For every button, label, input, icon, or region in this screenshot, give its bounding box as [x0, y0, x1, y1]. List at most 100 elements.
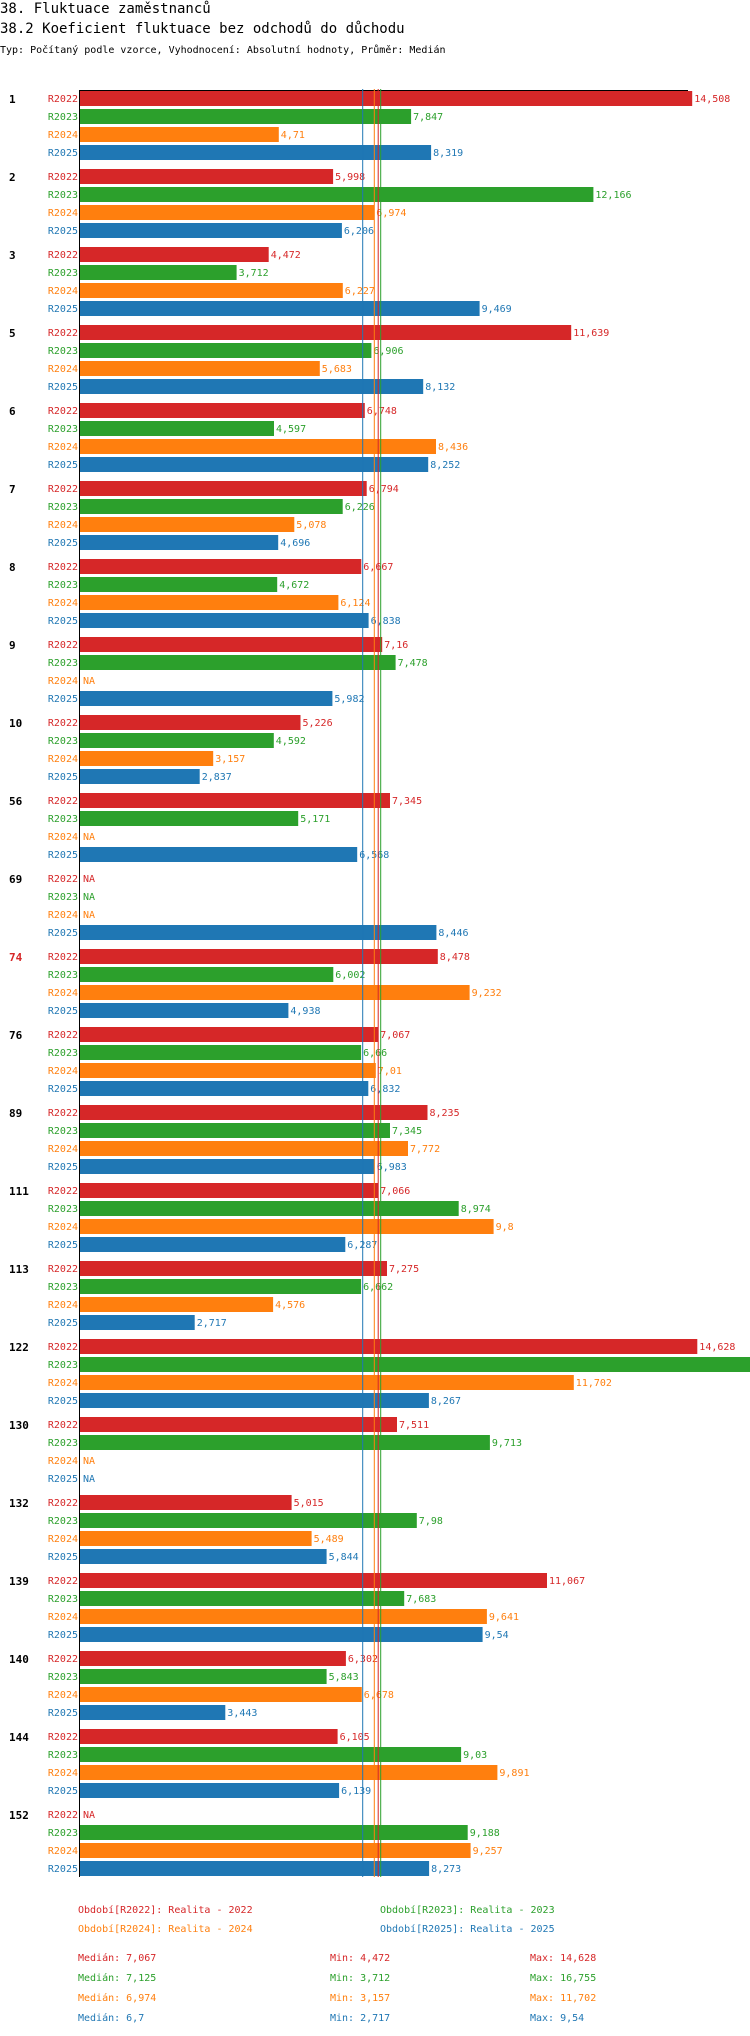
- bar-9-R2025: [80, 691, 333, 706]
- bar-122-R2022: [80, 1339, 698, 1354]
- series-label: R2022: [48, 1498, 78, 1509]
- bar-132-R2022: [80, 1495, 292, 1510]
- series-label: R2023: [48, 346, 78, 357]
- series-label: R2025: [48, 1084, 78, 1095]
- series-label: R2025: [48, 850, 78, 861]
- bar-89-R2023: [80, 1123, 390, 1138]
- bar-113-R2024: [80, 1297, 274, 1312]
- bar-76-R2025: [80, 1081, 369, 1096]
- series-label: R2023: [48, 1282, 78, 1293]
- value-label: 6,139: [341, 1786, 371, 1797]
- group-label-5: 5: [9, 327, 16, 340]
- bar-7-R2024: [80, 517, 295, 532]
- value-label: 4,472: [271, 250, 301, 261]
- bar-132-R2025: [80, 1549, 327, 1564]
- value-label: 7,067: [380, 1030, 410, 1041]
- group-label-3: 3: [9, 249, 16, 262]
- series-label: R2025: [48, 538, 78, 549]
- value-label: 9,891: [499, 1768, 529, 1779]
- min-r2024: Min: 3,157: [330, 1993, 391, 2004]
- bar-140-R2024: [80, 1687, 362, 1702]
- value-label: 5,844: [329, 1552, 359, 1563]
- value-label: 11,067: [549, 1576, 585, 1587]
- value-label: 9,641: [489, 1612, 519, 1623]
- series-label: R2024: [48, 754, 78, 765]
- value-label: 2,717: [197, 1318, 227, 1329]
- value-label: 7,345: [392, 1126, 422, 1137]
- bar-122-R2023: [80, 1357, 750, 1372]
- value-label-na: NA: [83, 910, 95, 921]
- series-label: R2022: [48, 1186, 78, 1197]
- min-r2023: Min: 3,712: [330, 1973, 391, 1984]
- series-label: R2025: [48, 1162, 78, 1173]
- bar-1-R2024: [80, 127, 279, 142]
- group-label-10: 10: [9, 717, 22, 730]
- series-label: R2023: [48, 658, 78, 669]
- value-label-na: NA: [83, 1456, 95, 1467]
- value-label: 8,446: [438, 928, 468, 939]
- group-label-56: 56: [9, 795, 23, 808]
- series-label: R2024: [48, 1690, 78, 1701]
- series-label: R2025: [48, 304, 78, 315]
- bar-1-R2023: [80, 109, 412, 124]
- chart-title: 38.2 Koeficient fluktuace bez odchodů do…: [0, 21, 405, 37]
- series-label: R2024: [48, 1534, 78, 1545]
- series-label: R2023: [48, 580, 78, 591]
- series-label: R2022: [48, 484, 78, 495]
- series-label: R2024: [48, 1300, 78, 1311]
- bar-76-R2023: [80, 1045, 362, 1060]
- series-label: R2024: [48, 1456, 78, 1467]
- bar-139-R2023: [80, 1591, 405, 1606]
- value-label: 9,469: [482, 304, 512, 315]
- series-label: R2025: [48, 772, 78, 783]
- series-label: R2022: [48, 328, 78, 339]
- value-label: 14,628: [699, 1342, 735, 1353]
- series-label: R2023: [48, 1048, 78, 1059]
- group-label-122: 122: [9, 1341, 29, 1354]
- bar-7-R2023: [80, 499, 343, 514]
- value-label: 8,132: [425, 382, 455, 393]
- series-label: R2024: [48, 1768, 78, 1779]
- series-label: R2023: [48, 1516, 78, 1527]
- min-r2022: Min: 4,472: [330, 1953, 391, 1964]
- series-label: R2023: [48, 112, 78, 123]
- series-label: R2025: [48, 1396, 78, 1407]
- value-label: 5,171: [300, 814, 330, 825]
- series-label: R2025: [48, 928, 78, 939]
- value-label: 4,696: [280, 538, 310, 549]
- value-label: 8,235: [430, 1108, 460, 1119]
- series-label: R2023: [48, 1204, 78, 1215]
- value-label: 9,54: [485, 1630, 509, 1641]
- bar-69-R2025: [80, 925, 437, 940]
- bar-2-R2023: [80, 187, 594, 202]
- series-label: R2022: [48, 1264, 78, 1275]
- value-label: 5,078: [296, 520, 326, 531]
- series-label: R2024: [48, 910, 78, 921]
- series-label: R2023: [48, 892, 78, 903]
- value-label: 9,257: [473, 1846, 503, 1857]
- series-label: R2022: [48, 718, 78, 729]
- bar-152-R2023: [80, 1825, 468, 1840]
- bar-74-R2023: [80, 967, 334, 982]
- max-r2025: Max: 9,54: [530, 2013, 585, 2024]
- series-label: R2022: [48, 1420, 78, 1431]
- series-label: R2024: [48, 1144, 78, 1155]
- bar-2-R2022: [80, 169, 334, 184]
- value-label: 9,8: [496, 1222, 514, 1233]
- group-label-7: 7: [9, 483, 16, 496]
- value-label: 6,66: [363, 1048, 387, 1059]
- bar-132-R2023: [80, 1513, 417, 1528]
- bar-130-R2022: [80, 1417, 397, 1432]
- bar-139-R2024: [80, 1609, 487, 1624]
- series-label: R2022: [48, 640, 78, 651]
- value-label: 7,683: [406, 1594, 436, 1605]
- series-label: R2024: [48, 130, 78, 141]
- value-label: 8,319: [433, 148, 463, 159]
- series-label: R2022: [48, 1654, 78, 1665]
- series-label: R2022: [48, 1576, 78, 1587]
- value-label-na: NA: [83, 874, 95, 885]
- series-label: R2025: [48, 1630, 78, 1641]
- bar-8-R2022: [80, 559, 362, 574]
- bar-140-R2023: [80, 1669, 327, 1684]
- value-label: 9,713: [492, 1438, 522, 1449]
